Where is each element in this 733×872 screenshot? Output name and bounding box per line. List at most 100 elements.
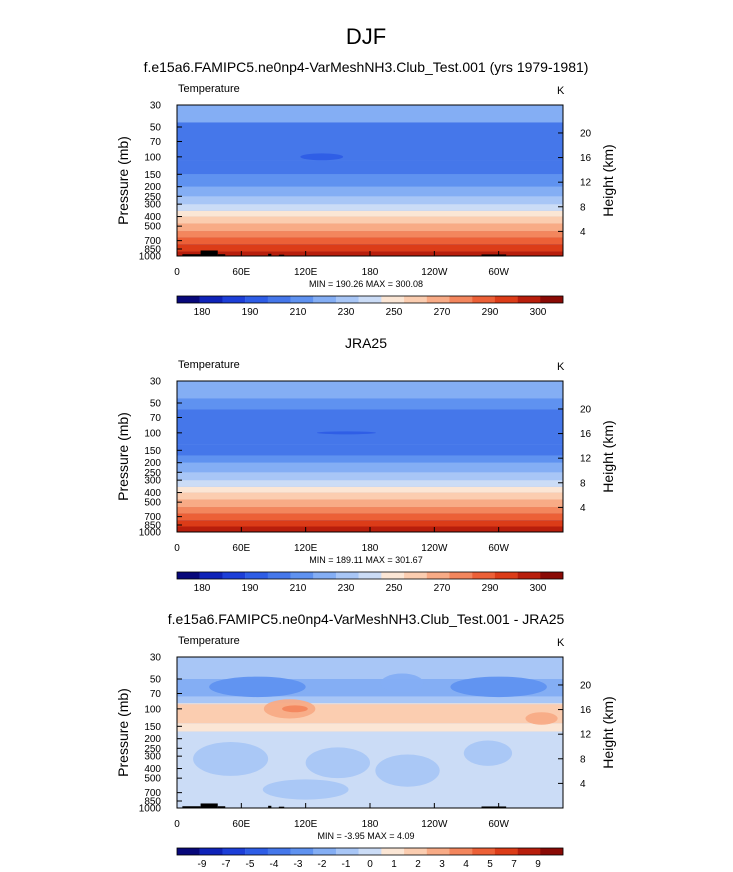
colorbar-swatch [290,572,314,579]
contour-band [177,231,563,238]
colorbar-label: 190 [242,583,259,594]
x-tick-label: 120E [294,819,318,830]
colorbar-label: 270 [434,583,451,594]
panel-left-label: Temperature [178,635,240,647]
y-axis-title-right: Height (km) [600,420,616,492]
contour-feature [209,676,306,698]
colorbar-swatch [358,296,382,303]
colorbar-label: 4 [463,859,469,870]
terrain-mask [217,806,226,808]
y-tick-label: 500 [144,222,161,233]
y-tick-label: 70 [150,689,162,700]
colorbar-swatch [426,296,450,303]
colorbar-swatch [517,848,541,855]
contour-band [177,409,563,445]
y-tick-label: 200 [144,458,161,469]
colorbar-swatch [472,572,496,579]
colorbar-label: 1 [391,859,397,870]
y-tick-label: 1000 [139,804,162,815]
colorbar-swatch [381,296,405,303]
colorbar-swatch [335,296,359,303]
contour-band [177,216,563,224]
contour-feature [463,740,513,766]
colorbar-label: -1 [342,859,351,870]
height-tick-label: 4 [580,779,586,790]
panel-title: f.e15a6.FAMIPC5.ne0np4-VarMeshNH3.Club_T… [144,59,589,75]
contour-feature [525,712,558,725]
y-tick-label: 100 [144,704,161,715]
colorbar-label: 190 [242,307,259,318]
colorbar-swatch [245,572,269,579]
contour-feature [380,673,424,693]
x-tick-label: 0 [174,543,180,554]
y-tick-label: 850 [144,521,161,532]
contour-band [177,492,563,500]
colorbar-label: 290 [482,307,499,318]
x-tick-label: 0 [174,267,180,278]
colorbar-swatch [381,572,405,579]
x-tick-label: 0 [174,819,180,830]
colorbar-swatch [245,848,269,855]
terrain-mask [481,254,507,256]
contour-band [177,455,563,463]
height-tick-label: 8 [580,754,586,765]
height-tick-label: 8 [580,202,586,213]
contour-feature [450,676,547,698]
colorbar-label: 9 [535,859,541,870]
colorbar-label: 210 [290,583,307,594]
colorbar-label: 180 [194,307,211,318]
colorbar-label: 0 [367,859,373,870]
colorbar-swatch [199,848,223,855]
x-tick-label: 60E [232,543,250,554]
contour-band [177,381,563,399]
y-tick-label: 1000 [139,528,162,539]
colorbar-swatch [267,296,291,303]
contour-feature [316,431,376,435]
colorbar-swatch [472,848,496,855]
colorbar-swatch [267,572,291,579]
colorbar-label: 230 [338,583,355,594]
x-tick-label: 180 [362,543,379,554]
x-tick-label: 60W [488,819,509,830]
height-tick-label: 12 [580,178,592,189]
colorbar-swatch [177,296,200,303]
x-tick-label: 120E [294,543,318,554]
y-tick-label: 50 [150,674,162,685]
contour-band [177,398,563,410]
colorbar-label: -9 [198,859,207,870]
y-axis-title: Pressure (mb) [115,136,131,225]
colorbar-frame [176,847,564,856]
x-tick-label: 60W [488,267,509,278]
contour-band [177,160,563,175]
colorbar-swatch [335,572,359,579]
colorbar-label: 290 [482,583,499,594]
x-tick-label: 120E [294,267,318,278]
y-tick-label: 30 [150,653,162,664]
contour-band [177,704,563,724]
colorbar-label: -2 [318,859,327,870]
colorbar-swatch [494,848,518,855]
colorbar-label: 180 [194,583,211,594]
colorbar-label: 5 [487,859,493,870]
y-tick-label: 250 [144,744,161,755]
contour-band [177,210,563,217]
colorbar-frame [176,295,564,304]
colorbar-swatch [404,572,427,579]
colorbar-swatch [381,848,405,855]
colorbar-label: 270 [434,307,451,318]
contour-feature [375,754,440,787]
contour-band [177,657,563,679]
terrain-mask [268,805,272,808]
colorbar-swatch [222,296,246,303]
panel-title: f.e15a6.FAMIPC5.ne0np4-VarMeshNH3.Club_T… [168,611,565,627]
figure-title: DJF [346,24,386,49]
contour-band [177,223,563,232]
plot-area [177,105,563,256]
x-tick-label: 120W [421,819,448,830]
height-tick-label: 20 [580,404,592,415]
contour-band [177,723,563,732]
terrain-mask [200,250,218,256]
height-tick-label: 4 [580,227,586,238]
stats-label: MIN = 190.26 MAX = 300.08 [309,279,423,289]
panel-left-label: Temperature [178,83,240,95]
